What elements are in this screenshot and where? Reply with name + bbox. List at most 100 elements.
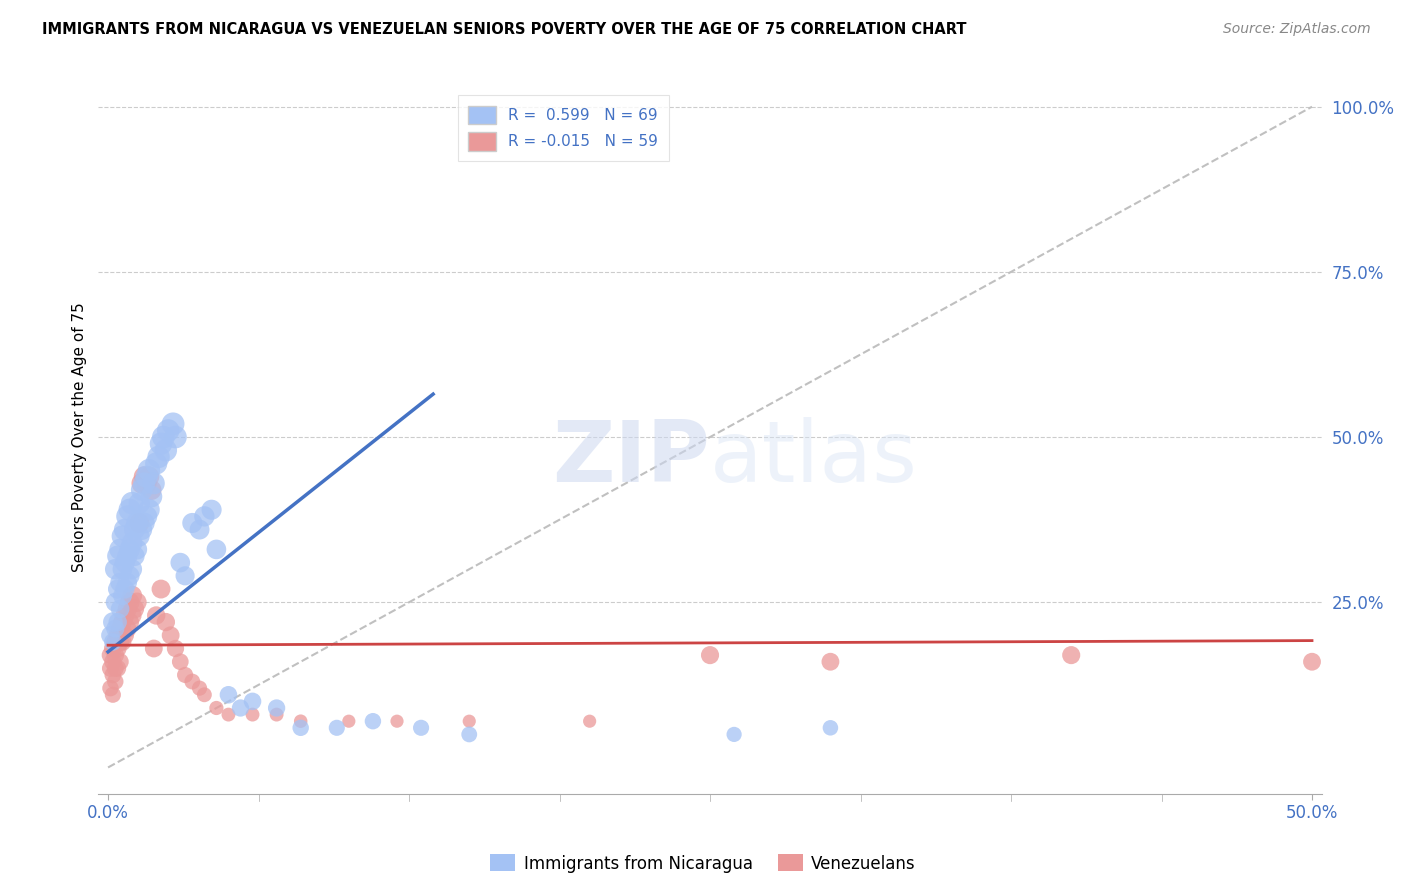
Point bbox=[114, 628, 136, 642]
Point bbox=[111, 589, 134, 603]
Point bbox=[337, 714, 360, 729]
Point bbox=[107, 549, 129, 563]
Point bbox=[101, 641, 124, 656]
Point bbox=[100, 681, 122, 695]
Point bbox=[117, 622, 139, 636]
Point bbox=[117, 509, 139, 524]
Point bbox=[193, 688, 215, 702]
Point bbox=[104, 595, 127, 609]
Point bbox=[124, 523, 146, 537]
Point bbox=[188, 523, 211, 537]
Point bbox=[118, 615, 141, 629]
Point bbox=[131, 483, 153, 497]
Point bbox=[290, 714, 312, 729]
Point bbox=[111, 529, 134, 543]
Point bbox=[101, 635, 124, 649]
Point bbox=[290, 721, 312, 735]
Point bbox=[162, 417, 184, 431]
Point bbox=[361, 714, 384, 729]
Point bbox=[135, 469, 157, 483]
Point bbox=[458, 714, 481, 729]
Point bbox=[104, 648, 127, 662]
Point bbox=[107, 661, 129, 675]
Point bbox=[107, 582, 129, 596]
Point bbox=[150, 436, 173, 450]
Point bbox=[229, 701, 252, 715]
Point bbox=[108, 622, 131, 636]
Text: atlas: atlas bbox=[710, 417, 918, 500]
Point bbox=[100, 628, 122, 642]
Point bbox=[385, 714, 408, 729]
Point bbox=[118, 542, 141, 557]
Point bbox=[193, 509, 215, 524]
Point bbox=[114, 523, 136, 537]
Point bbox=[107, 641, 129, 656]
Point bbox=[118, 569, 141, 583]
Point bbox=[150, 582, 173, 596]
Text: IMMIGRANTS FROM NICARAGUA VS VENEZUELAN SENIORS POVERTY OVER THE AGE OF 75 CORRE: IMMIGRANTS FROM NICARAGUA VS VENEZUELAN … bbox=[42, 22, 967, 37]
Point bbox=[217, 707, 239, 722]
Point bbox=[165, 641, 187, 656]
Point bbox=[578, 714, 600, 729]
Point bbox=[131, 523, 153, 537]
Point bbox=[134, 469, 156, 483]
Point bbox=[141, 490, 163, 504]
Point bbox=[159, 628, 181, 642]
Point bbox=[723, 727, 745, 741]
Point bbox=[121, 608, 143, 623]
Point bbox=[118, 595, 141, 609]
Point bbox=[108, 542, 131, 557]
Point bbox=[409, 721, 432, 735]
Point bbox=[121, 496, 143, 510]
Point bbox=[117, 549, 139, 563]
Point bbox=[121, 589, 143, 603]
Point bbox=[155, 615, 177, 629]
Point bbox=[820, 655, 842, 669]
Text: Source: ZipAtlas.com: Source: ZipAtlas.com bbox=[1223, 22, 1371, 37]
Point bbox=[118, 502, 141, 516]
Point bbox=[145, 608, 167, 623]
Point bbox=[169, 655, 191, 669]
Point bbox=[142, 476, 165, 491]
Point bbox=[101, 668, 124, 682]
Point bbox=[121, 536, 143, 550]
Point bbox=[131, 476, 153, 491]
Point bbox=[108, 575, 131, 590]
Point bbox=[100, 648, 122, 662]
Point bbox=[124, 549, 146, 563]
Point bbox=[148, 450, 170, 464]
Point bbox=[135, 509, 157, 524]
Point bbox=[145, 457, 167, 471]
Point bbox=[820, 721, 842, 735]
Point bbox=[101, 688, 124, 702]
Point bbox=[217, 688, 239, 702]
Point bbox=[114, 608, 136, 623]
Point bbox=[108, 602, 131, 616]
Point bbox=[205, 542, 228, 557]
Point bbox=[114, 582, 136, 596]
Point bbox=[242, 707, 264, 722]
Point bbox=[108, 655, 131, 669]
Point bbox=[458, 727, 481, 741]
Point bbox=[114, 556, 136, 570]
Point bbox=[152, 430, 174, 444]
Point bbox=[174, 668, 197, 682]
Point bbox=[326, 721, 349, 735]
Point bbox=[128, 516, 150, 530]
Point bbox=[104, 674, 127, 689]
Point bbox=[104, 562, 127, 576]
Point bbox=[138, 469, 160, 483]
Point bbox=[125, 516, 148, 530]
Point bbox=[134, 476, 156, 491]
Point bbox=[155, 443, 177, 458]
Point bbox=[125, 542, 148, 557]
Point bbox=[138, 463, 160, 477]
Point bbox=[121, 562, 143, 576]
Point bbox=[242, 694, 264, 708]
Point bbox=[181, 516, 204, 530]
Point bbox=[100, 661, 122, 675]
Point bbox=[104, 661, 127, 675]
Point bbox=[205, 701, 228, 715]
Point bbox=[101, 655, 124, 669]
Legend: Immigrants from Nicaragua, Venezuelans: Immigrants from Nicaragua, Venezuelans bbox=[484, 847, 922, 880]
